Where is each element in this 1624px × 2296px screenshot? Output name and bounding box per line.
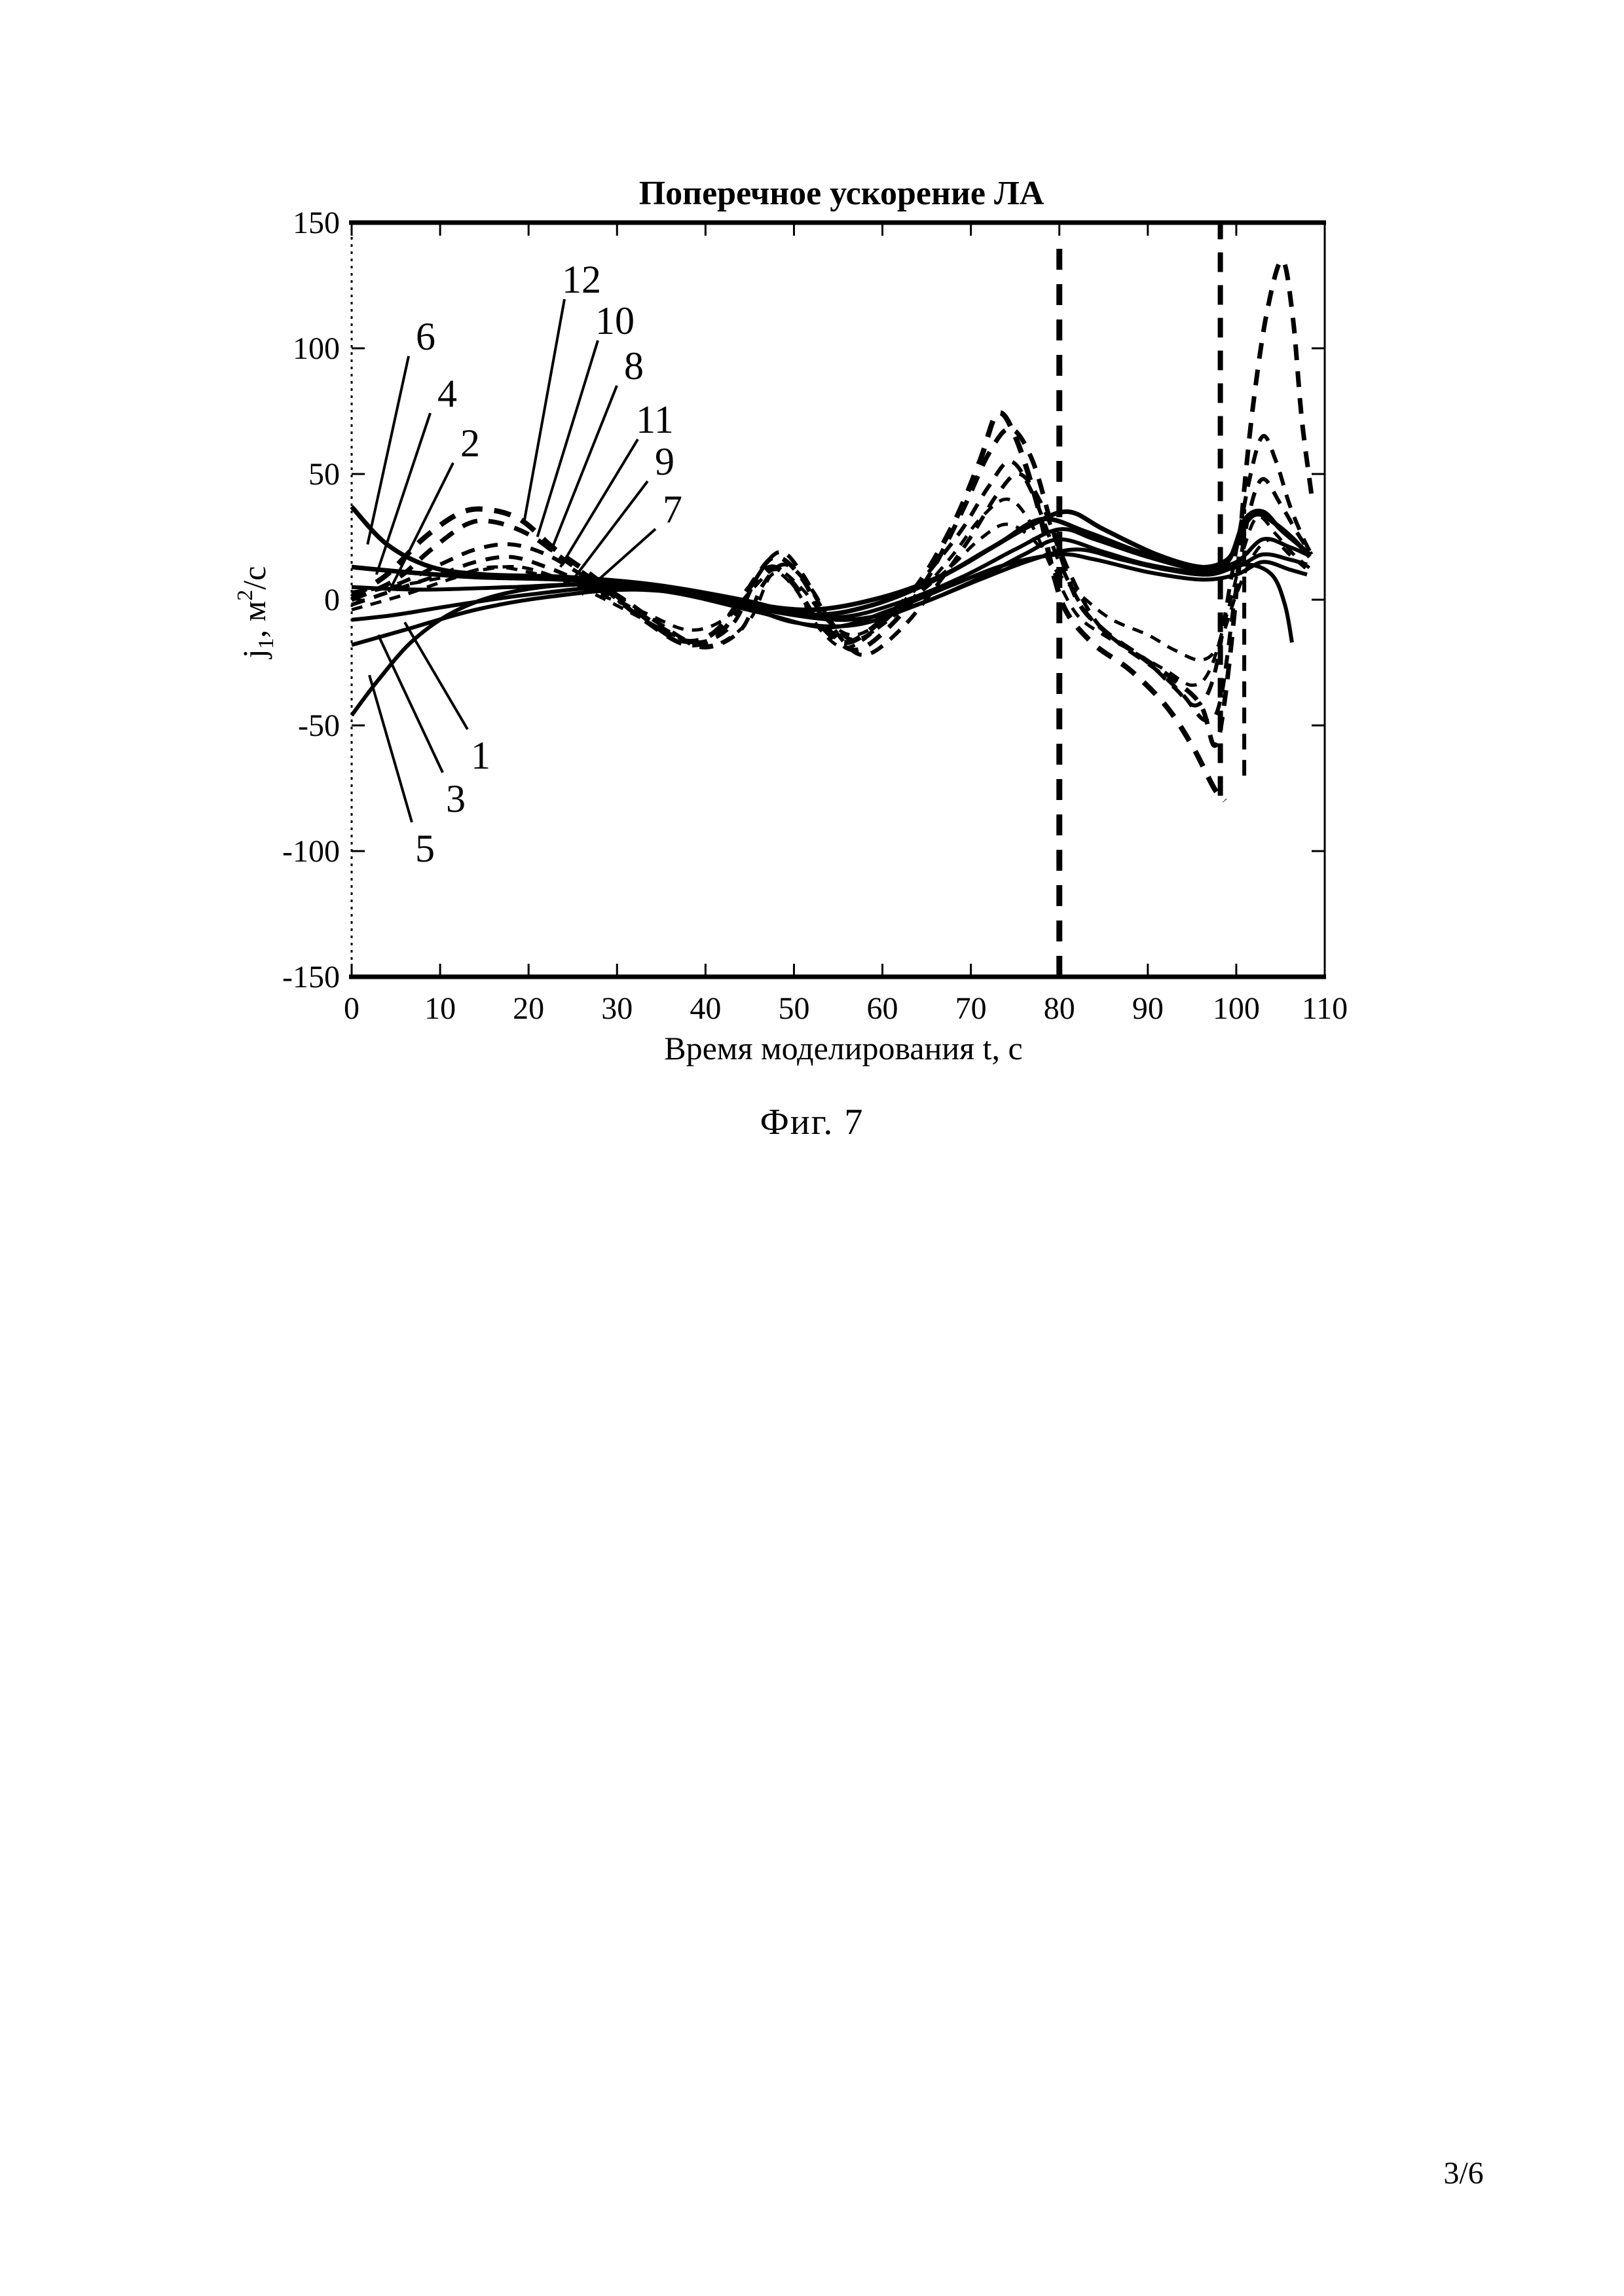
curve-9 <box>351 497 1313 687</box>
callout-leader-6 <box>366 355 410 545</box>
curve-5 <box>350 552 1308 717</box>
callout-label-10: 10 <box>595 299 635 342</box>
callout-leader-8 <box>549 385 618 553</box>
callout-label-2: 2 <box>460 422 480 465</box>
callout-label-1: 1 <box>471 734 490 777</box>
page-number: 3/6 <box>1443 2156 1484 2191</box>
y-axis-title: j1​, м2​/с <box>233 566 278 660</box>
callout-leader-11 <box>559 438 639 568</box>
axis-tick-labels: 0 10 20 30 40 50 60 70 80 90 100 110-150-100-500501… <box>282 206 1348 1026</box>
callout-label-5: 5 <box>415 827 435 870</box>
callout-leader-1 <box>403 621 469 731</box>
callout-label-11: 11 <box>636 398 674 441</box>
x-tick-label: 60 <box>867 991 898 1026</box>
curve-3 <box>351 547 1294 647</box>
y-tick-label: -100 <box>282 834 340 869</box>
x-tick-label: 110 <box>1302 991 1348 1026</box>
callout-label-4: 4 <box>437 372 457 415</box>
callout-label-9: 9 <box>655 440 674 483</box>
curve-4 <box>351 511 1312 613</box>
x-tick-label: 50 <box>778 991 809 1026</box>
curve-12 <box>350 410 1227 803</box>
callout-label-8: 8 <box>624 344 644 388</box>
callout-leader-4 <box>375 412 432 575</box>
callout-leader-2 <box>387 462 454 593</box>
acceleration-chart: 0 10 20 30 40 50 60 70 80 90 100 110-150-100-500501… <box>233 175 1348 1066</box>
callout-label-7: 7 <box>663 488 682 531</box>
figure-caption: Фиг. 7 <box>760 1102 864 1142</box>
y-tick-label: 50 <box>308 457 340 492</box>
x-tick-label: 0 <box>344 991 360 1026</box>
callout-leader-9 <box>570 480 649 583</box>
callout-leader-3 <box>377 634 444 773</box>
axis-ticks <box>350 221 1326 978</box>
x-tick-label: 70 <box>955 991 987 1026</box>
callout-label-12: 12 <box>562 258 601 301</box>
callout-leader-5 <box>368 674 413 823</box>
x-tick-label: 20 <box>513 991 544 1026</box>
x-tick-label: 100 <box>1213 991 1260 1026</box>
y-tick-label: -150 <box>282 960 340 994</box>
y-tick-label: -50 <box>298 708 340 743</box>
y-tick-label: 150 <box>293 206 340 240</box>
event-marker-lines <box>1056 223 1247 977</box>
x-tick-label: 30 <box>601 991 633 1026</box>
x-tick-label: 40 <box>690 991 721 1026</box>
data-curves <box>350 258 1314 803</box>
y-tick-label: 100 <box>293 331 340 366</box>
curve-10 <box>350 258 1314 748</box>
x-tick-label: 80 <box>1044 991 1075 1026</box>
callout-leader-10 <box>536 340 599 538</box>
callout-label-6: 6 <box>416 315 435 358</box>
x-axis-title: Время моделирования t, с <box>664 1030 1022 1066</box>
chart-title: Поперечное ускорение ЛА <box>639 175 1044 212</box>
x-tick-label: 10 <box>424 991 456 1026</box>
x-tick-label: 90 <box>1132 991 1164 1026</box>
callout-leader-12 <box>523 299 566 522</box>
callout-label-3: 3 <box>446 777 466 820</box>
y-tick-label: 0 <box>324 583 340 617</box>
callout-leader-7 <box>580 528 657 596</box>
